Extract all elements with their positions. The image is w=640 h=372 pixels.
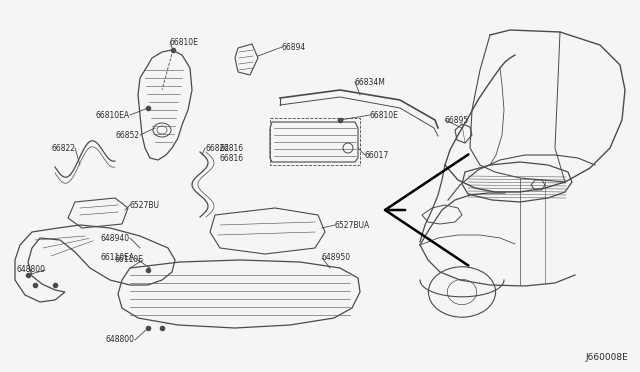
Text: 66110EA: 66110EA	[101, 253, 135, 263]
Text: 66810E: 66810E	[370, 110, 399, 119]
Text: 648800: 648800	[16, 266, 45, 275]
Text: 66895: 66895	[445, 115, 469, 125]
Text: 66816: 66816	[220, 144, 244, 153]
Text: 66822: 66822	[51, 144, 75, 153]
Text: 648950: 648950	[322, 253, 351, 263]
Text: 648940: 648940	[101, 234, 130, 243]
Text: 66810E: 66810E	[170, 38, 199, 46]
Text: 66894: 66894	[282, 42, 307, 51]
Text: J660008E: J660008E	[585, 353, 628, 362]
Text: 66110E: 66110E	[114, 256, 143, 264]
Text: 6527BUA: 6527BUA	[335, 221, 371, 230]
Text: 66852: 66852	[116, 131, 140, 140]
Text: 66816: 66816	[220, 154, 244, 163]
Text: 66834M: 66834M	[355, 77, 386, 87]
Text: 648800: 648800	[106, 336, 135, 344]
Text: 6527BU: 6527BU	[130, 201, 160, 209]
Text: 66822: 66822	[205, 144, 229, 153]
Text: 66810EA: 66810EA	[96, 110, 130, 119]
Text: 66017: 66017	[365, 151, 389, 160]
